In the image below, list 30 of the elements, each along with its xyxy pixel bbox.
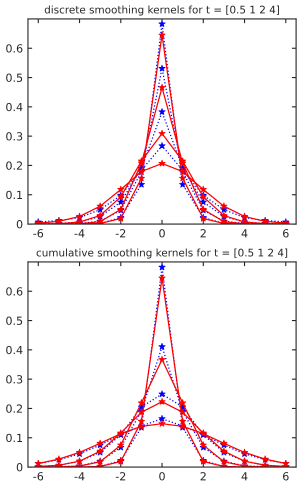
x-tick-label: -6 [33, 229, 44, 238]
x-tick-label: 0 [159, 472, 165, 481]
x-tick-label: -2 [116, 229, 126, 238]
y-tick-label: 0.4 [6, 102, 22, 112]
chart-title: cumulative smoothing kernels for t = [0.5 1 2 4] [36, 248, 288, 259]
y-tick-label: 0 [16, 463, 22, 472]
y-tick-label: 0 [16, 220, 22, 228]
x-tick-label: 6 [283, 229, 289, 238]
y-tick-label: 0.5 [6, 316, 22, 325]
y-tick-label: 0.6 [6, 287, 22, 296]
y-tick-label: 0.1 [6, 190, 22, 200]
y-tick-label: 0.2 [6, 404, 22, 413]
y-tick-label: 0.3 [6, 375, 22, 384]
y-tick-label: 0.3 [6, 132, 22, 141]
x-tick-label: 2 [200, 229, 206, 238]
y-tick-label: 0.5 [6, 74, 22, 82]
y-tick-label: 0.4 [6, 346, 22, 354]
x-tick-label: 6 [283, 472, 289, 481]
x-tick-label: 0 [159, 229, 165, 238]
y-tick-label: 0.2 [6, 161, 22, 170]
y-tick-label: 0.6 [6, 44, 22, 53]
x-tick-label: -6 [33, 472, 44, 481]
x-tick-label: -4 [74, 472, 84, 480]
x-tick-label: 2 [200, 472, 206, 480]
y-tick-label: 0.1 [6, 434, 22, 442]
x-tick-label: -2 [116, 472, 126, 480]
x-tick-label: 4 [242, 472, 248, 480]
x-tick-label: -4 [74, 229, 84, 238]
x-tick-label: 4 [242, 229, 248, 238]
chart-title: discrete smoothing kernels for t = [0.5 1 2 4] [44, 5, 280, 16]
